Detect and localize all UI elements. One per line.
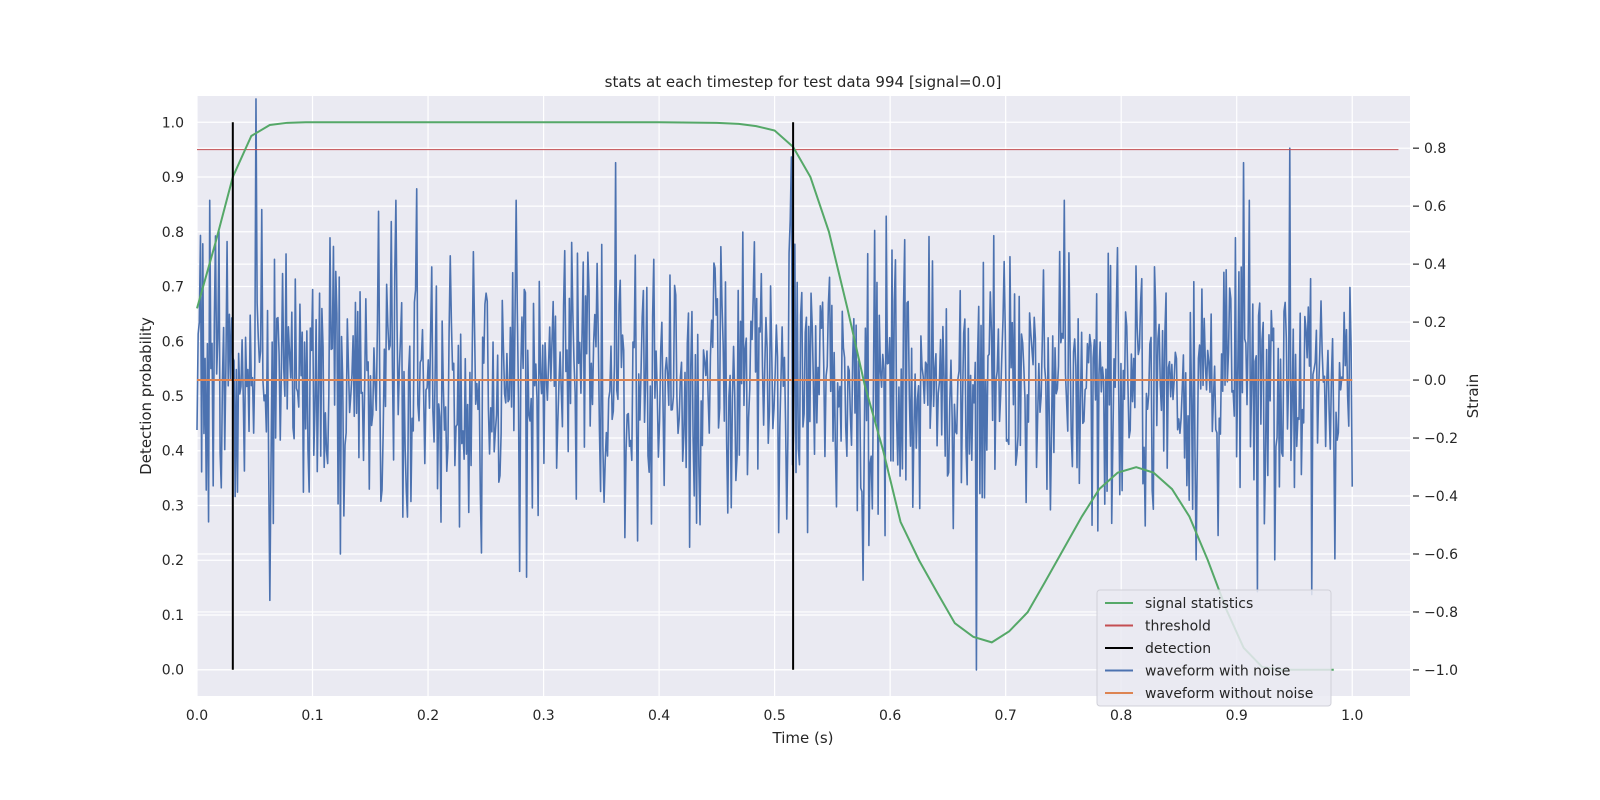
x-axis-ticks: 0.0 0.1 0.2 0.3 0.4 0.5 0.6 0.7 0.8 0.9 1.0 (186, 708, 1364, 724)
x-tick-label: 0.8 (1110, 708, 1132, 724)
y-left-tick-label: 0.7 (162, 280, 184, 296)
legend-label: detection (1145, 641, 1211, 657)
y-right-tick-label: −0.2 (1424, 431, 1458, 447)
x-tick-label: 0.9 (1226, 708, 1248, 724)
x-axis-label: Time (s) (772, 729, 834, 747)
legend-box (1096, 589, 1332, 707)
y-left-axis-ticks: 0.0 0.1 0.2 0.3 0.4 0.5 0.6 0.7 0.8 0.9 1.0 (162, 115, 184, 678)
y-left-tick-label: 0.2 (162, 553, 184, 569)
legend-label: threshold (1145, 619, 1211, 635)
y-right-axis-ticks: −1.0 −0.8 −0.6 −0.4 −0.2 0.0 0.2 0.4 0.6 0.8 (1413, 141, 1458, 679)
x-tick-label: 0.2 (417, 708, 439, 724)
legend: signal statistics threshold detection wavef… (1096, 589, 1332, 707)
y-right-tick-label: −1.0 (1424, 663, 1458, 679)
y-left-tick-label: 0.4 (162, 444, 184, 460)
series-signal-statistics (196, 121, 1334, 671)
y-right-tick-label: −0.4 (1424, 489, 1458, 505)
x-tick-label: 0.7 (995, 708, 1017, 724)
y-left-tick-label: 0.1 (162, 608, 184, 624)
series-layer (196, 98, 1399, 671)
y-right-tick-label: 0.8 (1424, 141, 1446, 157)
y-left-tick-label: 0.6 (162, 334, 184, 350)
y-left-tick-label: 0.0 (162, 663, 184, 679)
series-waveform-with-noise (196, 98, 1354, 671)
x-tick-label: 0.5 (763, 708, 785, 724)
y-left-tick-label: 0.5 (162, 389, 184, 405)
y-left-tick-label: 0.8 (162, 225, 184, 241)
x-tick-label: 0.3 (532, 708, 554, 724)
x-tick-label: 1.0 (1341, 708, 1363, 724)
y-left-axis-label: Detection probability (137, 317, 155, 475)
y-right-tick-label: 0.6 (1424, 199, 1446, 215)
y-right-tick-label: −0.6 (1424, 547, 1458, 563)
y-left-tick-label: 1.0 (162, 115, 184, 131)
y-right-tick-label: −0.8 (1424, 605, 1458, 621)
x-tick-label: 0.1 (301, 708, 323, 724)
y-right-tick-label: 0.4 (1424, 257, 1446, 273)
y-right-tick-label: 0.0 (1424, 373, 1446, 389)
y-left-tick-label: 0.9 (162, 170, 184, 186)
x-tick-label: 0.6 (879, 708, 901, 724)
legend-label: signal statistics (1145, 596, 1253, 612)
x-tick-label: 0.4 (648, 708, 670, 724)
legend-label: waveform without noise (1145, 686, 1313, 702)
y-right-tick-label: 0.2 (1424, 315, 1446, 331)
y-right-axis-label: Strain (1464, 374, 1482, 418)
legend-label: waveform with noise (1145, 664, 1290, 680)
x-tick-label: 0.0 (186, 708, 208, 724)
y-left-tick-label: 0.3 (162, 498, 184, 514)
chart-title: stats at each timestep for test data 994… (605, 73, 1002, 91)
